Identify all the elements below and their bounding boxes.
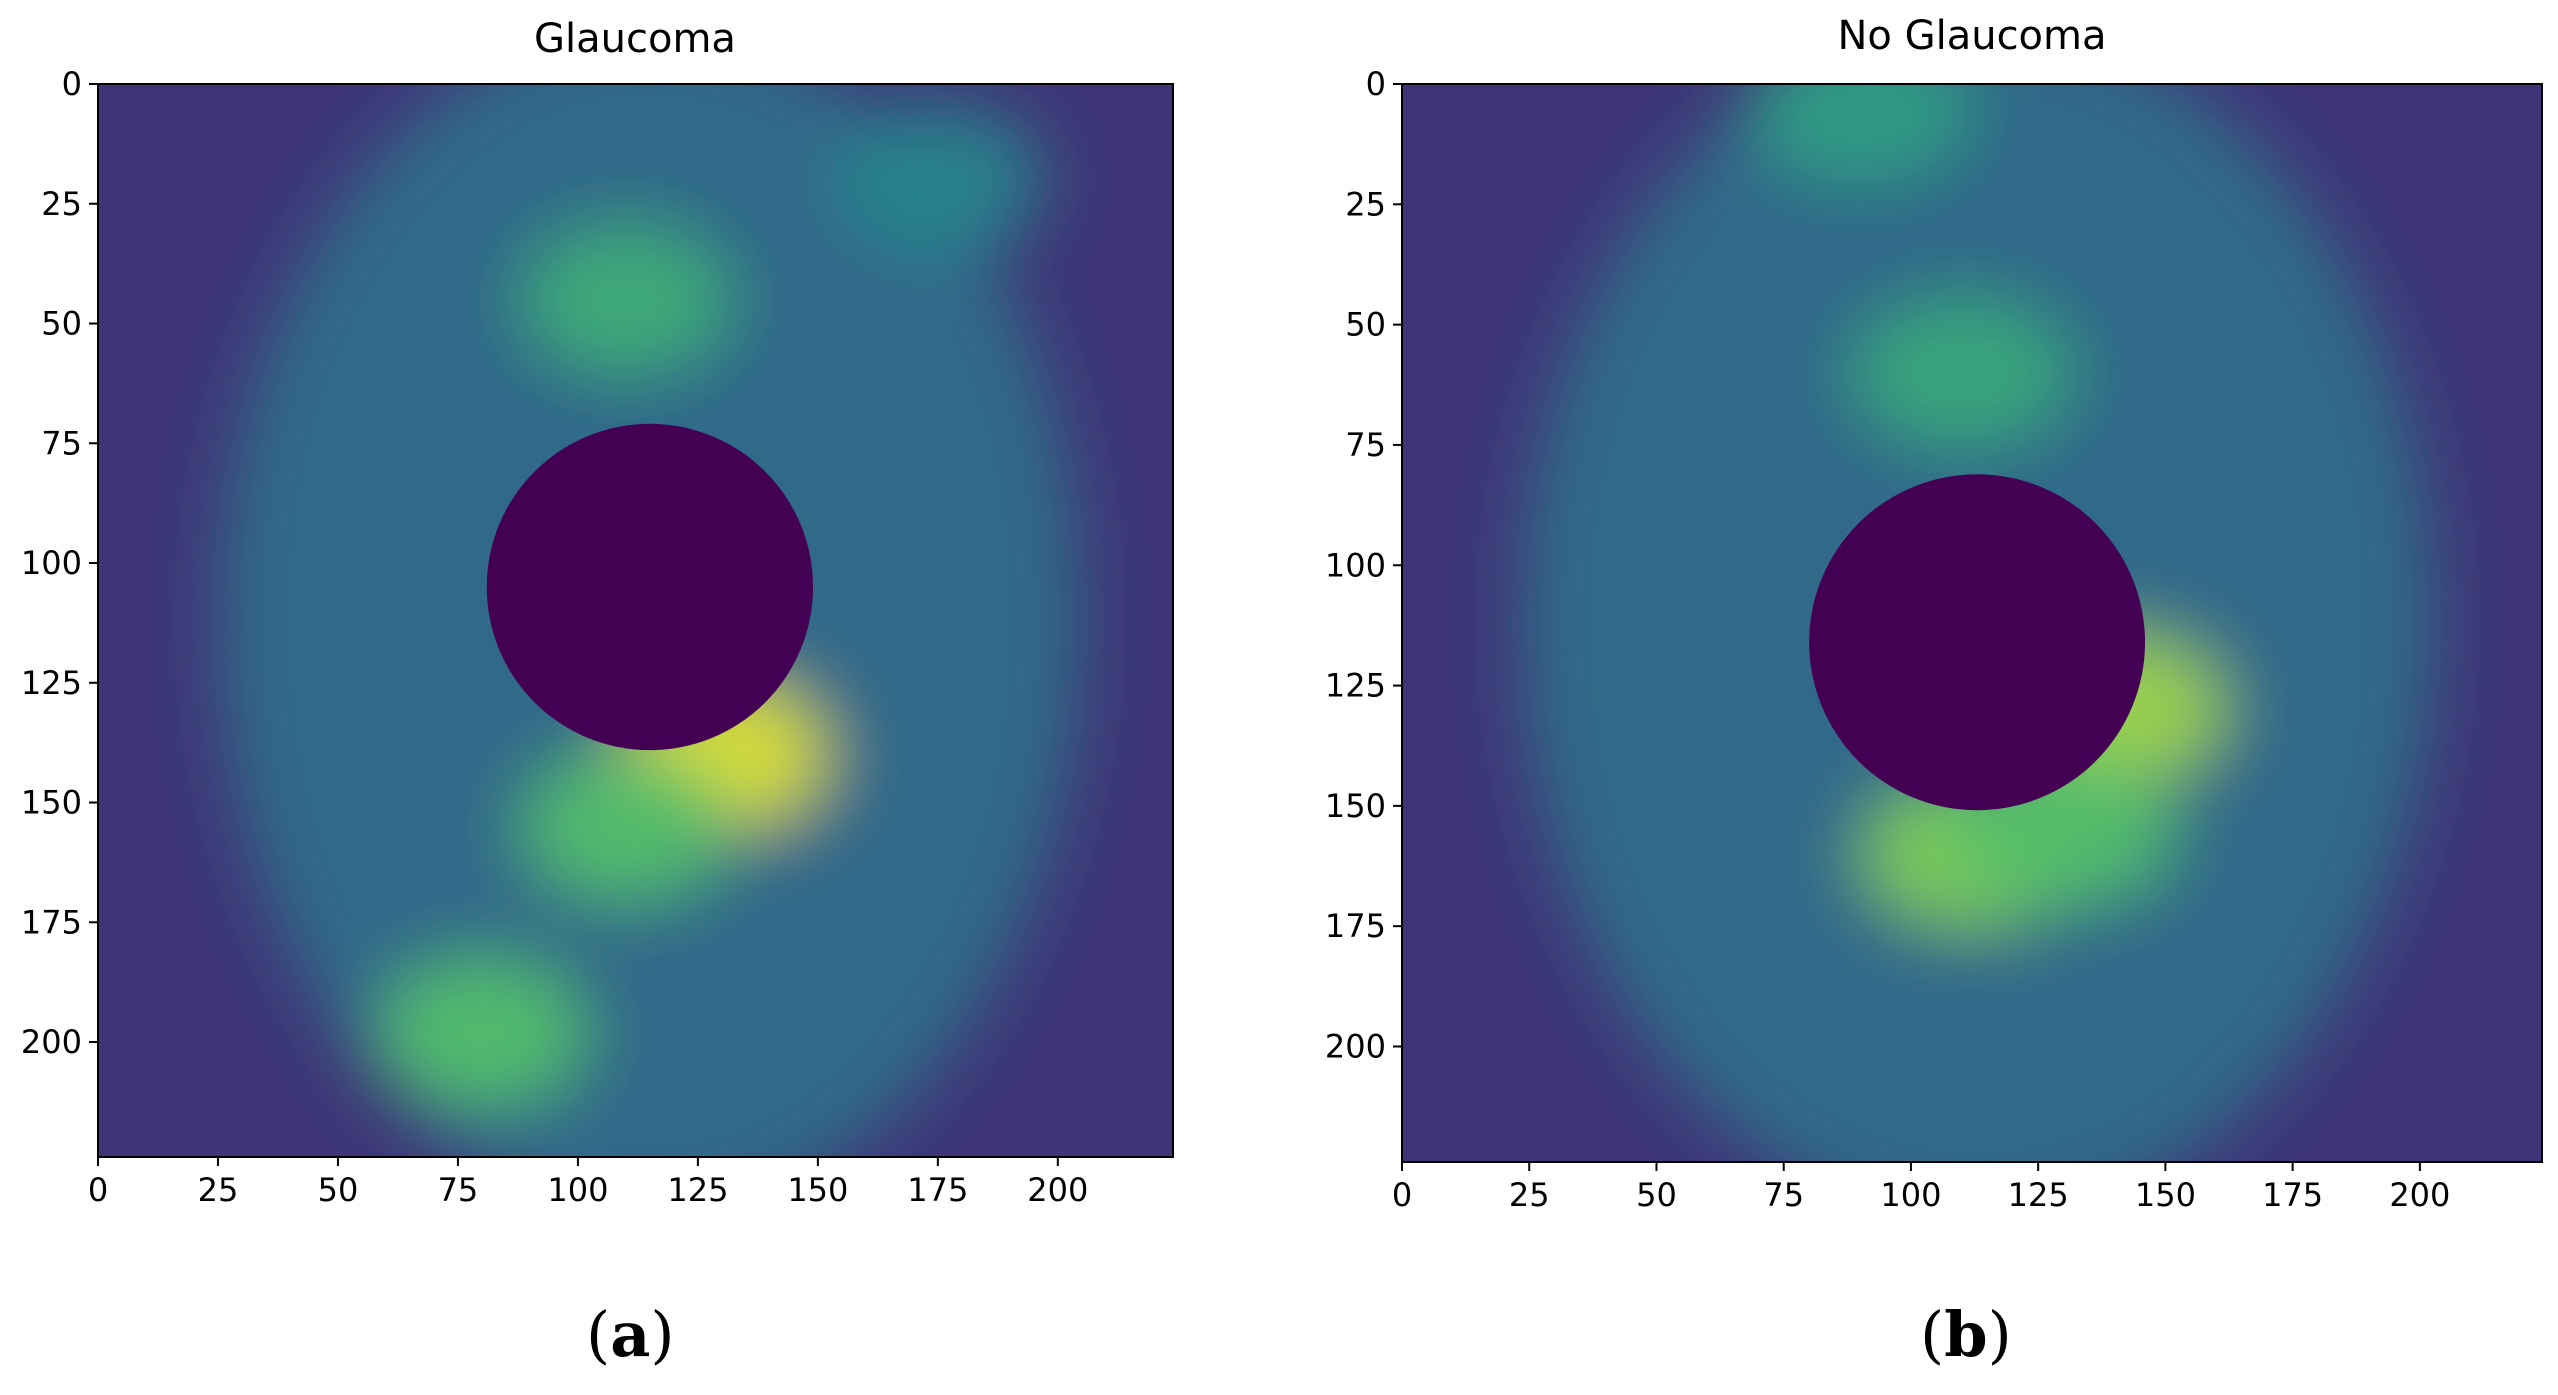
x-tick-label: 0 (1392, 1176, 1412, 1214)
x-tick-label: 200 (2389, 1176, 2450, 1214)
y-tick-label: 150 (21, 784, 82, 822)
heatmap-hotspot (520, 222, 732, 377)
heatmap-image (98, 84, 1173, 1157)
y-tick-label: 125 (21, 664, 82, 702)
heatmap-hotspot (1849, 295, 2074, 450)
x-tick-label: 25 (198, 1171, 239, 1209)
y-tick-label: 175 (1325, 907, 1386, 945)
y-tick-label: 0 (1366, 65, 1386, 103)
y-tick-label: 125 (1325, 667, 1386, 705)
caption-letter: b (1944, 1298, 1988, 1371)
y-tick-label: 25 (41, 185, 82, 223)
x-tick-label: 50 (1636, 1176, 1677, 1214)
x-tick-label: 150 (787, 1171, 848, 1209)
x-tick-label: 125 (2008, 1176, 2069, 1214)
y-tick-label: 50 (1345, 306, 1386, 344)
y-tick-label: 75 (41, 424, 82, 462)
plot-frame (97, 83, 1174, 1158)
x-tick-label: 175 (907, 1171, 968, 1209)
panel-title: No Glaucoma (1837, 13, 2106, 59)
y-tick-label: 100 (1325, 546, 1386, 584)
optic-disc-mask (486, 423, 814, 751)
heatmap-panel-no-glaucoma: No Glaucoma 0 25 50 75 100 125 150 175 200 0 25 50 7… (1325, 13, 2543, 1214)
y-tick-label: 25 (1345, 185, 1386, 223)
caption-a: (a) (586, 1298, 675, 1371)
panel-title: Glaucoma (534, 16, 736, 62)
x-tick-label: 150 (2135, 1176, 2196, 1214)
axis-ticks: 0 25 50 75 100 125 150 175 200 0 25 50 75 100 125 150 17… (21, 65, 1088, 1209)
heatmap-image (1402, 84, 2542, 1162)
y-tick-label: 200 (21, 1023, 82, 1061)
caption-b: (b) (1920, 1298, 2012, 1371)
axis-ticks: 0 25 50 75 100 125 150 175 200 0 25 50 75 100 125 150 17… (1325, 65, 2450, 1214)
optic-disc-mask (1809, 474, 2146, 811)
y-tick-label: 100 (21, 544, 82, 582)
heatmap-hotspot (1748, 84, 1972, 186)
y-tick-label: 150 (1325, 787, 1386, 825)
heatmap-hotspot (376, 955, 588, 1110)
x-tick-label: 100 (547, 1171, 608, 1209)
x-tick-label: 75 (1763, 1176, 1804, 1214)
y-tick-label: 0 (62, 65, 82, 103)
heatmap-hotspot (832, 103, 1044, 257)
plot-frame (1401, 83, 2543, 1163)
y-tick-label: 75 (1345, 426, 1386, 464)
x-tick-label: 0 (88, 1171, 108, 1209)
y-tick-label: 175 (21, 903, 82, 941)
x-tick-label: 200 (1027, 1171, 1088, 1209)
x-tick-label: 75 (438, 1171, 479, 1209)
x-tick-label: 175 (2262, 1176, 2323, 1214)
x-tick-label: 100 (1880, 1176, 1941, 1214)
heatmap-hotspot (520, 749, 732, 904)
x-tick-label: 50 (318, 1171, 359, 1209)
y-tick-label: 50 (41, 305, 82, 343)
y-tick-label: 200 (1325, 1028, 1386, 1066)
x-tick-label: 25 (1509, 1176, 1550, 1214)
x-tick-label: 125 (667, 1171, 728, 1209)
heatmap-panel-glaucoma: Glaucoma 0 25 50 75 100 125 150 175 200 0 25 50 75 10… (21, 16, 1174, 1209)
caption-letter: a (610, 1298, 651, 1371)
